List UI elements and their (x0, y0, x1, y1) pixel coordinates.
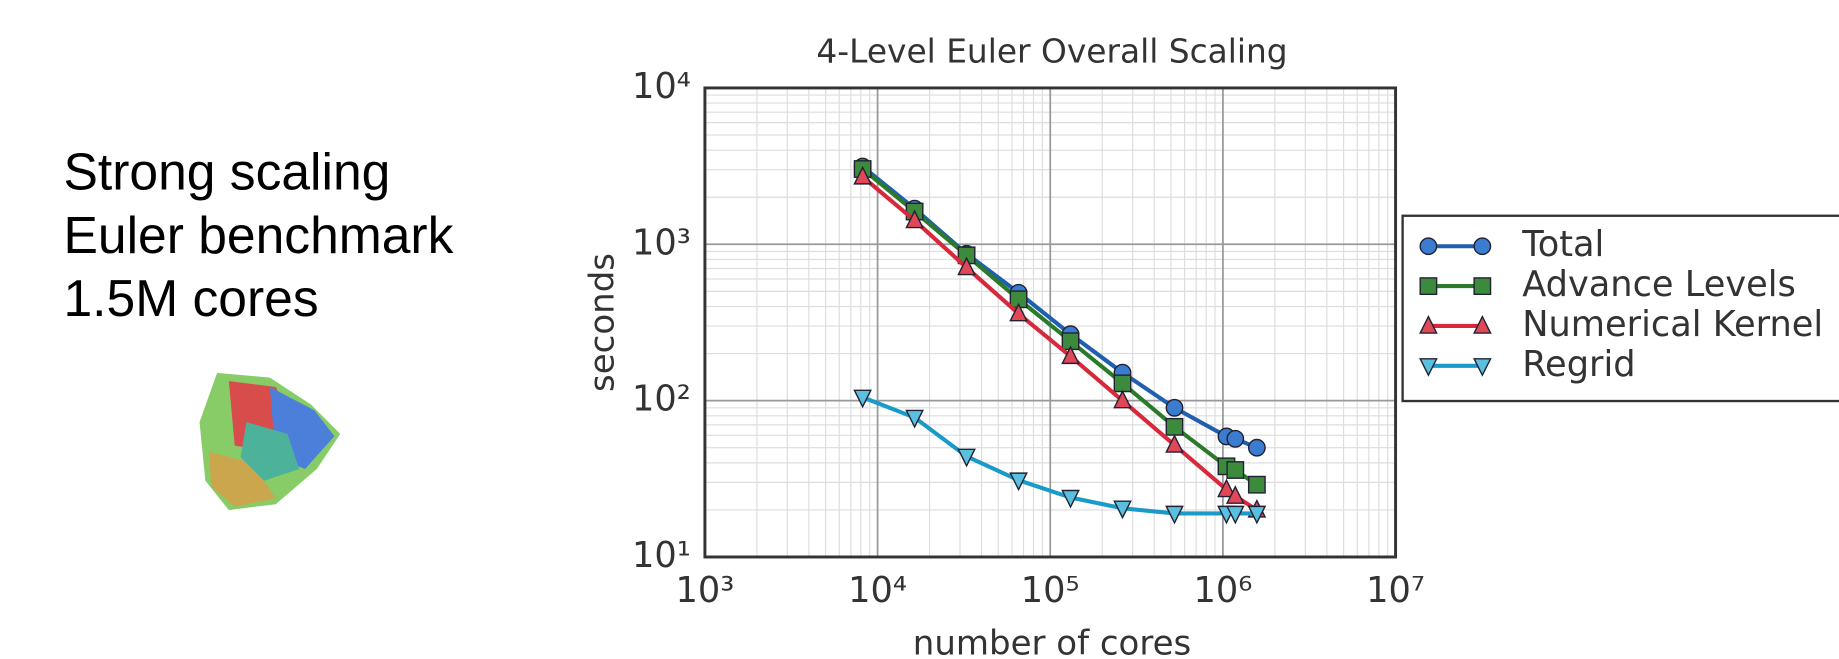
marker (957, 256, 976, 276)
legend-label: Advance Levels (1522, 264, 1796, 305)
slide-text: 1.5M cores (64, 269, 319, 327)
marker (1419, 237, 1438, 256)
marker (1226, 461, 1245, 479)
marker (1247, 505, 1267, 525)
marker (1009, 302, 1028, 322)
chart-title: 4-Level Euler Overall Scaling (816, 32, 1287, 70)
marker (1473, 315, 1492, 334)
marker (1419, 277, 1438, 296)
marker (905, 209, 924, 229)
x-tick-label: 10⁶ (1193, 570, 1252, 611)
y-tick-label: 10¹ (632, 535, 691, 576)
marker (1247, 438, 1266, 457)
marker (1419, 315, 1438, 334)
y-tick-label: 10³ (632, 222, 691, 263)
x-axis-label: number of cores (913, 623, 1191, 659)
x-tick-label: 10⁵ (1021, 570, 1080, 611)
plot-frame (703, 86, 1398, 559)
marker (1247, 475, 1266, 494)
marker (1226, 429, 1245, 448)
marker (1113, 389, 1132, 409)
marker (1473, 277, 1492, 296)
y-tick-label: 10⁴ (632, 66, 691, 107)
slide-text: Euler benchmark (64, 206, 454, 264)
x-tick-label: 10³ (675, 570, 734, 611)
marker (1113, 500, 1132, 520)
marker (853, 165, 872, 185)
marker (1225, 505, 1245, 525)
marker (1165, 398, 1184, 417)
legend-label: Numerical Kernel (1522, 304, 1823, 345)
marker (1217, 478, 1236, 498)
marker (1165, 434, 1184, 453)
y-axis-label: seconds (583, 253, 623, 392)
marker (1061, 345, 1080, 365)
marker (853, 389, 872, 409)
marker (905, 409, 924, 429)
legend-label: Regrid (1522, 344, 1635, 385)
marker (1419, 358, 1438, 377)
marker (1473, 358, 1492, 377)
x-tick-label: 10⁷ (1366, 570, 1425, 611)
x-tick-label: 10⁴ (848, 570, 907, 611)
y-tick-label: 10² (632, 379, 691, 420)
slide-text: Strong scaling (64, 143, 391, 201)
marker (1009, 472, 1028, 492)
marker (1113, 374, 1132, 393)
marker (1061, 489, 1080, 509)
marker (1473, 237, 1492, 256)
marker (1165, 505, 1184, 525)
marker (1225, 485, 1245, 504)
marker (1165, 417, 1184, 436)
legend-label: Total (1521, 224, 1604, 265)
marker (957, 448, 976, 468)
cube-image (199, 372, 341, 511)
